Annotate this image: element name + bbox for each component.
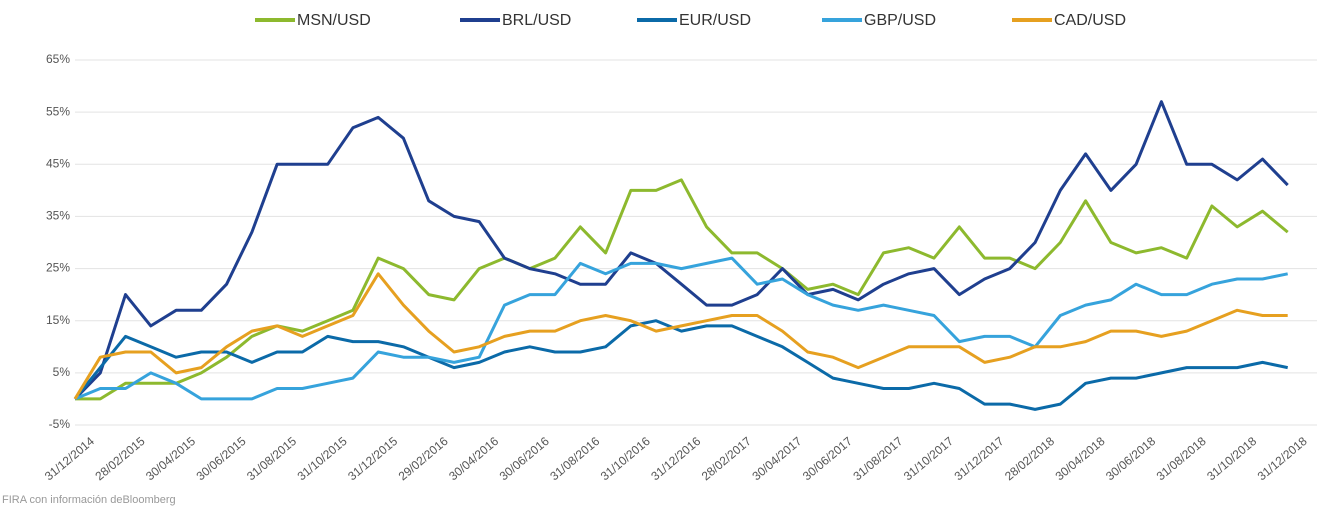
x-tick-label: 31/08/2018 — [1154, 434, 1209, 484]
source: FIRA con información deBloomberg — [2, 494, 176, 506]
series-line — [74, 256, 1289, 401]
legend-label: MSN/USD — [297, 12, 371, 29]
x-tick-label: 31/12/2017 — [952, 434, 1007, 484]
series-line — [73, 100, 1289, 400]
x-tick-label: 31/10/2016 — [598, 434, 653, 484]
x-tick-label: 31/12/2016 — [648, 434, 703, 484]
x-tick-label: 30/04/2018 — [1053, 434, 1108, 484]
x-tick-label: 30/04/2016 — [446, 434, 501, 484]
x-tick-label: 31/08/2016 — [547, 434, 602, 484]
series-line — [75, 178, 1289, 401]
legend-label: GBP/USD — [864, 12, 936, 29]
x-tick-label: 31/08/2017 — [850, 434, 905, 484]
legend-label: BRL/USD — [502, 12, 571, 29]
y-tick-label: 5% — [53, 365, 71, 379]
x-tick-label: 28/02/2015 — [92, 434, 147, 484]
x-tick-label: 30/06/2015 — [194, 434, 249, 484]
x-tick-label: 31/10/2018 — [1204, 434, 1259, 484]
x-tick-label: 28/02/2017 — [699, 434, 754, 484]
x-tick-label: 31/10/2017 — [901, 434, 956, 484]
legend-label: CAD/USD — [1054, 12, 1126, 29]
y-tick-label: 35% — [46, 209, 70, 223]
y-tick-label: 65% — [46, 52, 70, 66]
legend-label: EUR/USD — [679, 12, 751, 29]
x-tick-label: 29/02/2016 — [396, 434, 451, 484]
y-tick-label: 45% — [46, 156, 70, 170]
x-tick-label: 30/06/2016 — [497, 434, 552, 484]
y-tick-label: 55% — [46, 104, 70, 118]
x-tick-label: 31/12/2018 — [1255, 434, 1310, 484]
y-tick-label: 15% — [46, 313, 70, 327]
series-line — [73, 272, 1288, 400]
x-tick-label: 30/06/2017 — [800, 434, 855, 484]
y-tick-label: -5% — [49, 417, 71, 431]
x-tick-label: 30/06/2018 — [1103, 434, 1158, 484]
series-line — [73, 319, 1289, 411]
x-tick-label: 30/04/2015 — [143, 434, 198, 484]
x-tick-label: 31/10/2015 — [295, 434, 350, 484]
x-tick-label: 31/08/2015 — [244, 434, 299, 484]
x-tick-label: 30/04/2017 — [749, 434, 804, 484]
x-tick-label: 28/02/2018 — [1002, 434, 1057, 484]
x-tick-label: 31/12/2015 — [345, 434, 400, 484]
y-tick-label: 25% — [46, 261, 70, 275]
x-tick-label: 31/12/2014 — [42, 434, 97, 484]
